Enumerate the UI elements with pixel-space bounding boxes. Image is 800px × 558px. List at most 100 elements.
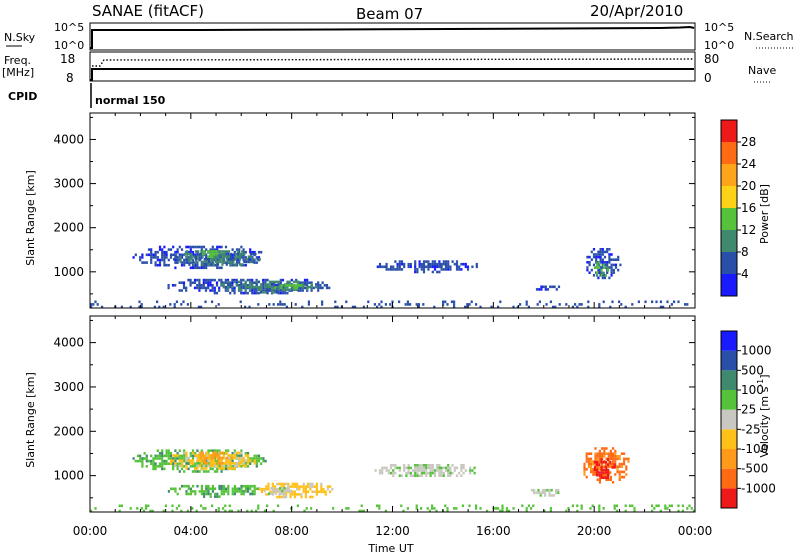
- cpid-value: normal 150: [95, 94, 166, 107]
- velocity-heatmap: [90, 447, 695, 513]
- power-cbar-tick: 24: [741, 157, 756, 171]
- power-cbar-segment: [721, 230, 737, 252]
- power-region-8: [586, 248, 622, 280]
- freq-line: [90, 68, 694, 81]
- velocity-cbar-tick: 100: [741, 383, 764, 397]
- velocity-region-9: [593, 458, 616, 480]
- power-cbar-segment: [721, 208, 737, 230]
- velocity-cbar-label-sup: -1: [756, 379, 765, 387]
- velocity-cbar-segment: [721, 370, 737, 390]
- nave-tick-bottom: 0: [704, 71, 712, 85]
- x-tick: 04:00: [174, 524, 209, 538]
- power-ytick: 1000: [53, 265, 84, 279]
- power-ytick: 2000: [53, 221, 84, 235]
- velocity-region-10: [90, 504, 695, 513]
- velocity-cbar-tick: 500: [741, 363, 764, 377]
- velocity-cbar-segment: [721, 409, 737, 430]
- radar-title: SANAE (fitACF): [92, 2, 204, 20]
- power-cbar-tick: 28: [741, 135, 756, 149]
- velocity-cbar-segment: [721, 468, 737, 489]
- power-region-2: [200, 250, 221, 258]
- freq-label-1: Freq.: [4, 54, 31, 67]
- axis-ticks: 1000 2000 3000 4000 1000 2000 3000 4000 00:00 04:…: [53, 113, 712, 538]
- velocity-ytick: 4000: [53, 336, 84, 350]
- nave-label: Nave: [748, 64, 776, 77]
- velocity-region-6: [374, 464, 476, 477]
- velocity-ylabel: Slant Range [km]: [24, 372, 37, 468]
- power-cbar-tick: 20: [741, 179, 756, 193]
- nsky-tick-top: 10^5: [54, 21, 84, 34]
- x-tick: 00:00: [678, 524, 713, 538]
- velocity-cbar-tick: 1000: [741, 344, 772, 358]
- velocity-cbar-label-main: Velocity [m s: [758, 386, 771, 457]
- power-cbar-segment: [721, 142, 737, 164]
- power-cbar-tick: 16: [741, 201, 756, 215]
- cpid-label: CPID: [8, 90, 37, 103]
- power-colorbar: 4 8 12 16 20 24 28: [720, 119, 756, 297]
- velocity-cbar-tick: 25: [741, 403, 756, 417]
- power-cbar-segment: [721, 186, 737, 208]
- power-region-6: [376, 260, 478, 274]
- x-tick: 12:00: [375, 524, 410, 538]
- power-ylabel: Slant Range [km]: [24, 170, 37, 266]
- freq-tick-top: 18: [60, 52, 75, 66]
- power-heatmap: [90, 245, 689, 309]
- x-tick: 16:00: [476, 524, 511, 538]
- velocity-cbar-segment: [721, 331, 737, 351]
- power-cbar-segment: [721, 120, 737, 142]
- power-ytick: 3000: [53, 177, 84, 191]
- power-region-5: [273, 284, 305, 290]
- power-region-9: [593, 261, 610, 277]
- power-ytick: 4000: [53, 132, 84, 146]
- velocity-cbar-segment: [721, 390, 737, 410]
- power-cbar-tick: 8: [741, 245, 749, 259]
- power-region-10: [90, 300, 689, 309]
- velocity-cbar-segment: [721, 429, 737, 449]
- power-cbar-tick: 12: [741, 223, 756, 237]
- nsky-line: [90, 25, 695, 49]
- x-axis-label: Time UT: [367, 542, 413, 554]
- x-tick: 00:00: [73, 524, 108, 538]
- power-region-1: [172, 250, 261, 266]
- nsky-label: N.Sky: [4, 31, 36, 44]
- velocity-cbar-tick: -1000: [741, 481, 776, 495]
- power-cbar-tick: 4: [741, 267, 749, 281]
- velocity-panel: [89, 315, 696, 513]
- velocity-ytick: 1000: [53, 469, 84, 483]
- velocity-cbar-tick: -500: [741, 462, 768, 476]
- freq-label-2: [MHz]: [2, 66, 34, 79]
- velocity-region-3: [167, 484, 261, 498]
- velocity-colorbar: 1000 500 100 25 -25 -100 -500 -1000: [720, 330, 776, 509]
- nsky-tick-bottom: 10^0: [54, 39, 84, 52]
- nsearch-tick-top: 10^5: [704, 21, 734, 34]
- velocity-ytick: 3000: [53, 380, 84, 394]
- velocity-region-7: [530, 488, 560, 497]
- date-title: 20/Apr/2010: [590, 2, 683, 20]
- velocity-cbar-tick: -25: [741, 422, 761, 436]
- nave-tick-top: 80: [704, 52, 719, 66]
- power-cbar-label: Power [dB]: [758, 184, 771, 244]
- velocity-region-4: [258, 482, 334, 499]
- freq-tick-bottom: 8: [66, 71, 74, 85]
- velocity-cbar-tick: -100: [741, 442, 768, 456]
- velocity-cbar-label: Velocity [m s-1]: [756, 374, 771, 457]
- velocity-region-2: [195, 451, 233, 465]
- velocity-cbar-label-end: ]: [758, 374, 771, 378]
- nsearch-label: N.Search: [744, 30, 794, 43]
- nave-line: [92, 58, 695, 67]
- velocity-cbar-segment: [721, 449, 737, 469]
- power-cbar-segment: [721, 164, 737, 186]
- nsearch-tick-bottom: 10^0: [704, 39, 734, 52]
- velocity-ytick: 2000: [53, 424, 84, 438]
- power-cbar-segment: [721, 274, 737, 296]
- velocity-cbar-segment: [721, 488, 737, 508]
- velocity-region-5: [263, 487, 293, 495]
- power-cbar-segment: [721, 252, 737, 274]
- velocity-cbar-segment: [721, 350, 737, 371]
- x-tick: 20:00: [577, 524, 612, 538]
- x-tick: 08:00: [274, 524, 309, 538]
- power-region-7: [535, 285, 561, 291]
- freq-panel: [89, 51, 696, 82]
- nsky-panel: [89, 22, 696, 51]
